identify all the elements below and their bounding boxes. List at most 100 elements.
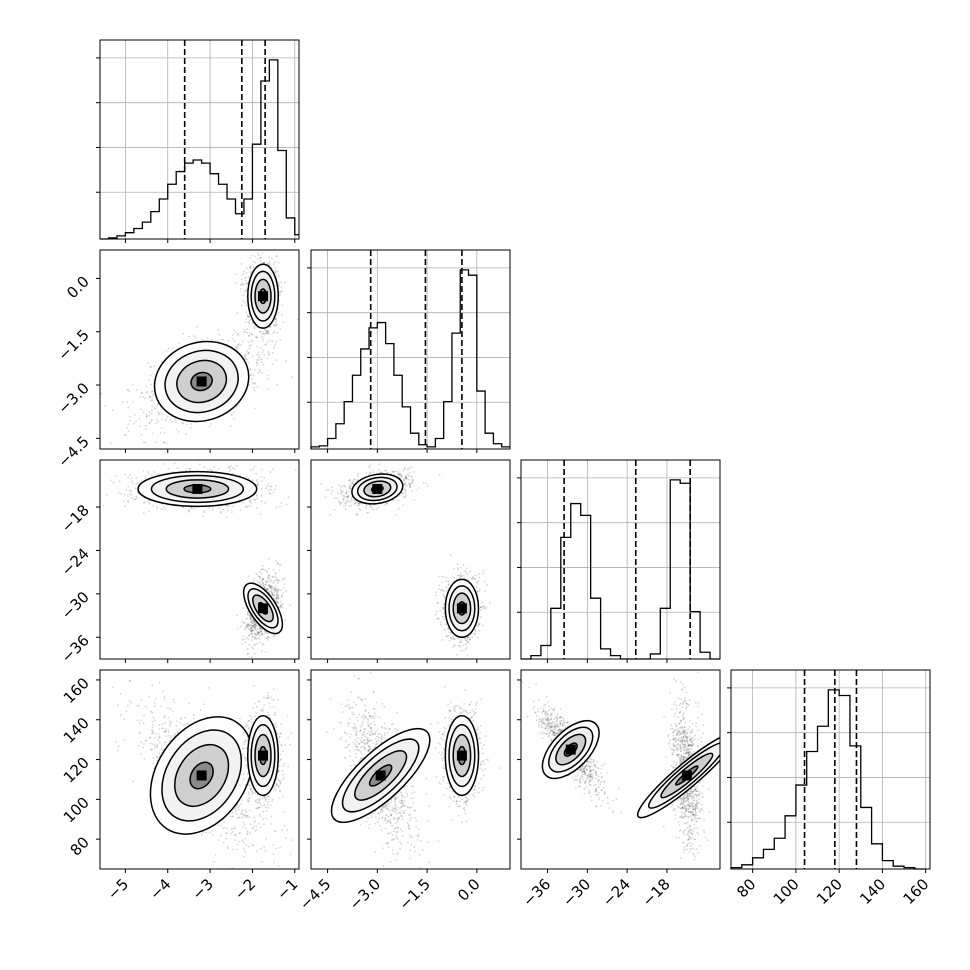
scatter-point: [191, 507, 193, 510]
scatter-point: [267, 567, 270, 570]
scatter-point: [244, 618, 247, 621]
scatter-point: [240, 304, 243, 307]
scatter-point: [265, 323, 268, 325]
scatter-point: [231, 472, 234, 475]
histogram-p2: [310, 269, 510, 449]
scatter-point: [273, 345, 276, 348]
scatter-point: [284, 619, 287, 621]
scatter-point: [173, 462, 176, 465]
scatter-point: [272, 468, 275, 471]
scatter-point: [280, 502, 283, 505]
scatter-point: [264, 343, 267, 346]
scatter-point: [251, 619, 254, 622]
y-tick-label: −30: [58, 588, 93, 623]
scatter-point: [276, 593, 279, 596]
scatter-point: [267, 354, 270, 356]
scatter-point: [202, 515, 205, 518]
scatter-point: [256, 359, 259, 361]
scatter-point: [210, 423, 212, 425]
scatter-point: [278, 294, 281, 297]
scatter-point: [250, 616, 253, 619]
scatter-point: [166, 415, 169, 418]
scatter-point: [253, 465, 256, 468]
scatter-point: [471, 577, 473, 580]
scatter-point: [245, 625, 248, 628]
scatter-point: [159, 432, 162, 434]
scatter-point: [144, 477, 146, 480]
scatter-point: [178, 342, 180, 345]
scatter-point: [196, 325, 198, 328]
scatter-point: [269, 585, 272, 588]
scatter-point: [339, 488, 342, 491]
scatter-point: [248, 322, 251, 324]
scatter-point: [256, 346, 259, 348]
scatter-point: [126, 388, 129, 391]
scatter-point: [246, 623, 249, 626]
scatter-point: [128, 493, 131, 496]
y-tick-label: −24: [58, 545, 93, 580]
scatter-point: [220, 456, 222, 458]
y-tick-label: −18: [58, 501, 93, 536]
scatter-point: [268, 586, 271, 589]
scatter-point: [246, 623, 249, 625]
scatter-point: [270, 590, 272, 593]
scatter-point: [235, 273, 238, 275]
scatter-point: [264, 587, 267, 589]
scatter-point: [266, 388, 269, 391]
scatter-point: [254, 336, 257, 338]
scatter-point: [131, 496, 134, 499]
scatter-point: [369, 471, 372, 474]
scatter-point: [356, 514, 359, 516]
scatter-point: [247, 624, 250, 627]
scatter-point: [356, 475, 359, 477]
scatter-point: [171, 421, 174, 424]
scatter-point: [246, 625, 249, 628]
scatter-point: [365, 507, 367, 510]
scatter-point: [249, 267, 252, 270]
scatter-point: [259, 575, 261, 578]
scatter-point: [252, 260, 255, 263]
scatter-point: [400, 473, 403, 476]
scatter-point: [249, 630, 252, 632]
scatter-point: [406, 468, 409, 471]
scatter-point: [400, 474, 403, 477]
scatter-point: [167, 467, 170, 470]
scatter-point: [279, 328, 282, 330]
scatter-point: [266, 571, 268, 573]
scatter-point: [249, 344, 251, 347]
scatter-point: [257, 630, 260, 633]
scatter-point: [256, 484, 259, 487]
scatter-point: [405, 477, 408, 480]
scatter-point: [156, 507, 159, 510]
scatter-point: [266, 374, 269, 377]
scatter-point: [251, 635, 254, 637]
y-tick-label: −4.5: [54, 432, 92, 470]
scatter-point: [239, 288, 242, 290]
density-panel-p1-vs-p2: [100, 250, 299, 445]
scatter-point: [277, 311, 280, 314]
scatter-point: [360, 502, 363, 505]
scatter-point: [203, 511, 206, 513]
scatter-point: [148, 510, 150, 513]
scatter-point: [351, 482, 353, 484]
scatter-point: [151, 432, 154, 435]
scatter-point: [161, 418, 163, 421]
scatter-point: [247, 628, 250, 631]
scatter-point: [171, 347, 174, 350]
scatter-point: [404, 495, 407, 498]
scatter-point: [262, 262, 265, 264]
scatter-point: [261, 331, 264, 333]
histogram-p4: [730, 689, 926, 870]
scatter-point: [128, 390, 131, 393]
scatter-point: [275, 324, 278, 326]
scatter-point: [348, 478, 351, 481]
density-panel-p1-vs-p3: [102, 456, 297, 658]
scatter-point: [249, 265, 252, 268]
scatter-point: [244, 330, 247, 333]
density-peak: [196, 376, 207, 387]
scatter-point: [342, 497, 345, 500]
scatter-point: [340, 492, 343, 495]
scatter-point: [258, 582, 261, 585]
scatter-point: [280, 593, 283, 596]
scatter-point: [125, 489, 128, 491]
